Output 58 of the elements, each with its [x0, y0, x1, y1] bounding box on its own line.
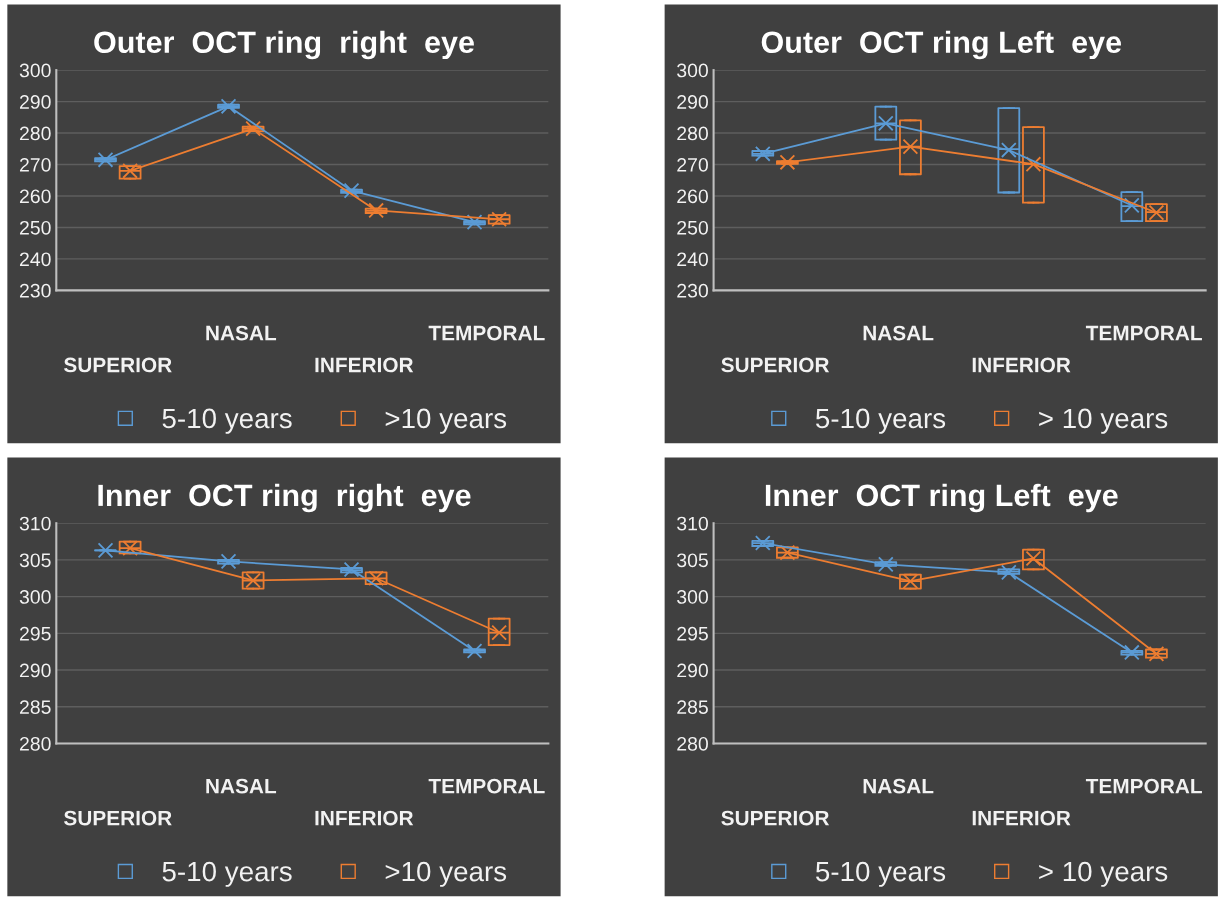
y-tick-label: 290 [677, 95, 708, 109]
y-tick-label: 290 [677, 663, 708, 678]
x-tick-label: SUPERIOR [721, 810, 830, 826]
x-tick-label: NASAL [863, 325, 934, 341]
legend-label: > 10 years [1039, 861, 1168, 887]
x-tick-label: SUPERIOR [721, 357, 830, 373]
x-tick-label: INFERIOR [315, 357, 414, 373]
y-tick-label: 260 [19, 189, 51, 204]
y-tick-label: 260 [677, 189, 708, 204]
y-tick-label: 300 [677, 590, 708, 604]
legend-label: 5-10 years [815, 408, 946, 434]
x-tick-label: INFERIOR [972, 357, 1071, 373]
x-tick-label: TEMPORAL [1085, 778, 1202, 794]
x-tick-label: INFERIOR [972, 810, 1071, 826]
x-tick-label: INFERIOR [315, 810, 414, 826]
y-tick-label: 305 [677, 553, 708, 568]
y-tick-label: 240 [19, 252, 51, 267]
y-tick-label: 280 [19, 736, 51, 751]
y-tick-label: 310 [677, 516, 708, 531]
y-tick-label: 290 [19, 95, 51, 109]
y-tick-label: 305 [19, 553, 51, 568]
y-tick-label: 290 [19, 663, 51, 678]
y-tick-label: 270 [19, 157, 51, 172]
y-tick-label: 295 [677, 626, 708, 641]
y-tick-label: 280 [677, 126, 708, 141]
x-tick-label: NASAL [206, 778, 277, 794]
y-tick-label: 280 [19, 126, 51, 141]
x-tick-label: SUPERIOR [64, 357, 172, 373]
y-tick-label: 300 [677, 63, 708, 78]
y-tick-label: 240 [677, 252, 708, 267]
y-tick-label: 230 [677, 283, 708, 298]
legend-label: > 10 years [1039, 408, 1168, 434]
y-tick-label: 300 [19, 590, 51, 604]
y-tick-label: 270 [677, 157, 708, 172]
legend-label: 5-10 years [162, 861, 292, 887]
x-tick-label: NASAL [863, 778, 934, 794]
x-tick-label: TEMPORAL [428, 778, 545, 794]
y-tick-label: 285 [19, 700, 51, 714]
y-tick-label: 285 [677, 700, 708, 714]
y-tick-label: 300 [19, 63, 51, 78]
y-tick-label: 230 [19, 283, 51, 298]
legend-label: >10 years [385, 861, 507, 887]
x-tick-label: NASAL [206, 325, 277, 341]
chart-title: Outer OCT ring Left eye [761, 30, 1122, 60]
y-tick-label: 295 [19, 626, 51, 641]
y-tick-label: 310 [19, 516, 51, 531]
legend-label: >10 years [385, 408, 507, 434]
x-tick-label: TEMPORAL [428, 325, 545, 341]
chart-title: Inner OCT ring right eye [98, 483, 471, 513]
chart-title: Outer OCT ring right eye [94, 30, 474, 60]
x-tick-label: TEMPORAL [1085, 325, 1202, 341]
y-tick-label: 280 [677, 736, 708, 751]
chart-title: Inner OCT ring Left eye [765, 483, 1118, 513]
y-tick-label: 250 [19, 220, 51, 235]
legend-label: 5-10 years [815, 861, 946, 887]
legend-label: 5-10 years [162, 408, 292, 434]
x-tick-label: SUPERIOR [64, 810, 172, 826]
y-tick-label: 250 [677, 220, 708, 235]
